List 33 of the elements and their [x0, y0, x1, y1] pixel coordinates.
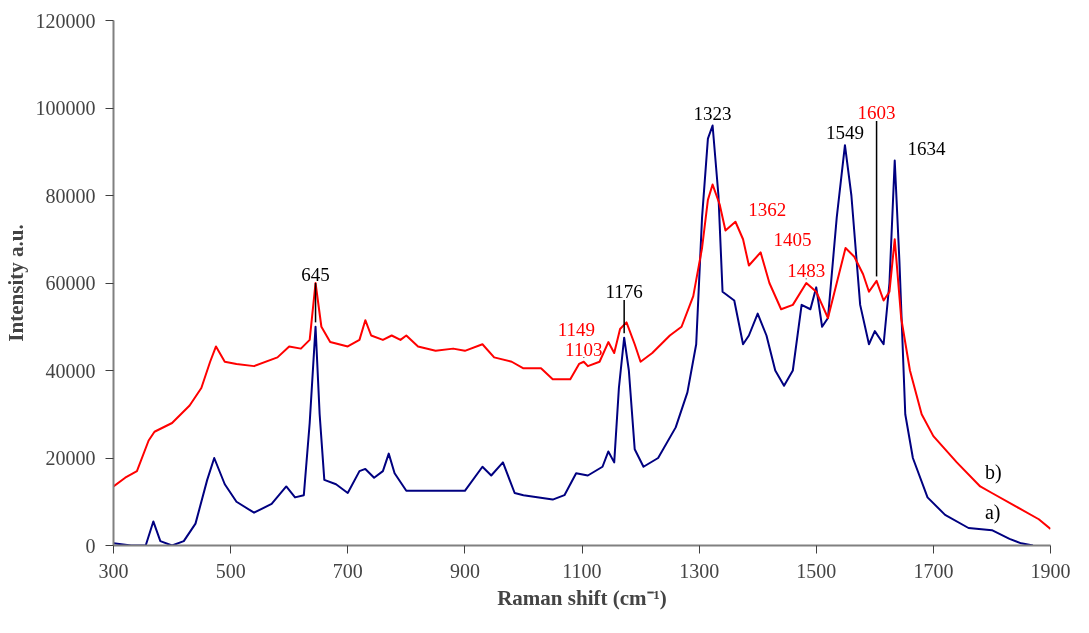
series-label: a): [984, 500, 1001, 524]
x-tick-label: 500: [215, 559, 246, 582]
y-tick-label: 100000: [35, 97, 96, 119]
annotation: 1603: [857, 101, 896, 123]
line-series: [113, 124, 1034, 546]
annotation: 645: [301, 263, 330, 285]
x-tick-label: 300: [98, 559, 129, 582]
x-tick-label: 900: [449, 559, 480, 582]
line-series: [113, 183, 1051, 530]
annotation: 1103: [565, 338, 603, 360]
annotation: 1549: [825, 122, 864, 144]
y-tick-label: 60000: [45, 272, 96, 294]
x-tick-label: 1300: [679, 559, 720, 582]
x-axis-title: Raman shift (cm⁻¹): [497, 585, 667, 610]
y-tick-label: 40000: [45, 359, 96, 382]
series-label: b): [984, 460, 1002, 484]
annotation: 1323: [693, 102, 732, 124]
y-tick-label: 0: [85, 534, 96, 557]
x-tick-label: 1700: [913, 559, 954, 582]
y-axis-title: Intensity a.u.: [3, 224, 28, 342]
annotation: 1176: [605, 280, 643, 302]
x-tick-label: 1900: [1030, 559, 1071, 582]
annotation: 1149: [557, 319, 596, 341]
x-tick-label: 700: [332, 559, 363, 582]
annotation: 1405: [773, 229, 812, 251]
y-tick-label: 120000: [35, 9, 96, 32]
annotation: 1362: [748, 198, 787, 220]
annotation: 1634: [907, 137, 947, 159]
y-tick-label: 20000: [45, 447, 96, 469]
x-tick-label: 1500: [796, 559, 837, 582]
annotation: 1483: [787, 260, 826, 281]
x-tick-label: 1100: [562, 559, 602, 582]
y-tick-label: 80000: [45, 184, 96, 207]
